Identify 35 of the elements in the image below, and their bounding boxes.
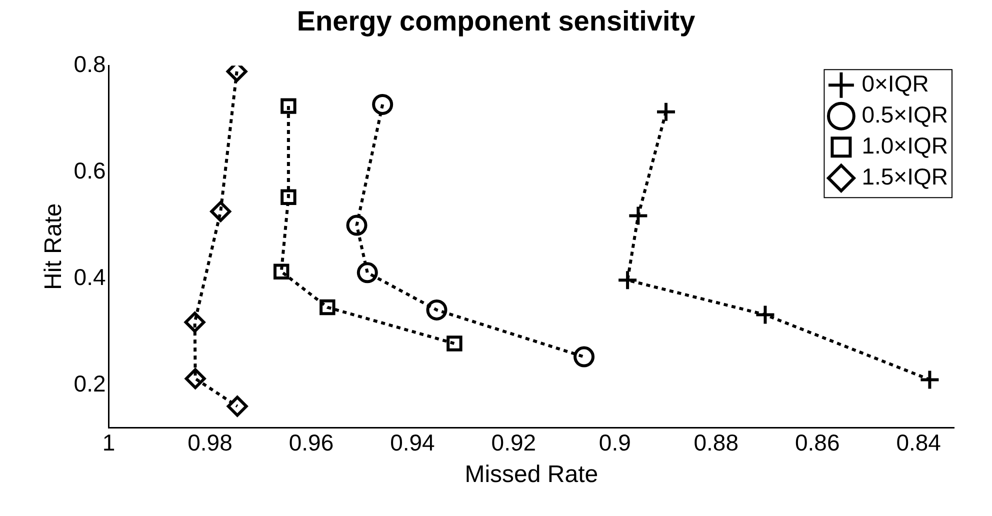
point bbox=[210, 200, 232, 222]
point bbox=[346, 214, 368, 236]
x-tick-label: 0.84 bbox=[896, 430, 942, 456]
legend-label: 0.5×IQR bbox=[862, 101, 948, 128]
legend-label: 0×IQR bbox=[862, 70, 929, 96]
point bbox=[280, 98, 296, 114]
y-axis-title: Hit Rate bbox=[40, 203, 68, 290]
point bbox=[426, 299, 448, 320]
chart-title: Energy component sensitivity bbox=[296, 6, 696, 37]
x-tick-label: 0.86 bbox=[794, 430, 840, 456]
x-tick-label: 0.88 bbox=[694, 430, 739, 456]
point bbox=[274, 264, 290, 280]
point bbox=[280, 189, 296, 205]
y-tick-label: 0.6 bbox=[74, 157, 106, 184]
point bbox=[320, 299, 336, 316]
legend-label: 1.0×IQR bbox=[862, 132, 948, 158]
x-tick-label: 0.98 bbox=[188, 430, 232, 456]
point bbox=[356, 262, 378, 284]
x-tick-label: 0.94 bbox=[390, 430, 436, 456]
point bbox=[372, 94, 394, 115]
legend-label: 1.5×IQR bbox=[862, 163, 948, 190]
x-tick-label: 0.96 bbox=[288, 430, 334, 456]
point bbox=[446, 336, 462, 352]
point bbox=[184, 312, 206, 333]
y-tick-label: 0.2 bbox=[74, 370, 106, 396]
point bbox=[226, 396, 248, 417]
x-axis-title: Missed Rate bbox=[464, 461, 598, 488]
x-tick-label: 1 bbox=[102, 430, 116, 456]
point bbox=[574, 346, 595, 368]
point bbox=[919, 369, 940, 390]
point bbox=[184, 368, 206, 390]
y-tick-label: 0.8 bbox=[74, 50, 106, 77]
x-tick-label: 0.9 bbox=[598, 430, 631, 456]
x-tick-label: 0.92 bbox=[491, 430, 536, 456]
y-tick-label: 0.4 bbox=[74, 264, 106, 290]
